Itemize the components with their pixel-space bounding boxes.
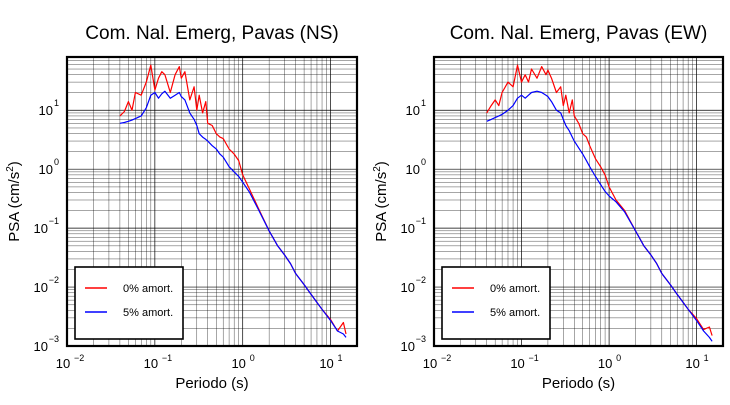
- y-tick-exponent: 1: [421, 98, 426, 108]
- y-axis-label: PSA (cm/s2): [372, 161, 390, 242]
- y-tick-label: 10: [34, 221, 48, 236]
- series-line-blue: [486, 90, 713, 342]
- x-tick-exponent: 0: [616, 353, 621, 363]
- x-tick-exponent: 1: [704, 353, 709, 363]
- y-tick-label: 10: [406, 162, 420, 177]
- legend-label: 5% amort.: [490, 307, 540, 319]
- legend-box: [74, 266, 184, 340]
- y-tick-label: 10: [34, 280, 48, 295]
- y-tick-exponent: 0: [421, 157, 426, 167]
- x-tick-exponent: −2: [74, 353, 84, 363]
- x-tick-exponent: −1: [162, 353, 172, 363]
- x-tick-exponent: 0: [250, 353, 255, 363]
- chart-title: Com. Nal. Emerg, Pavas (EW): [450, 23, 708, 44]
- x-tick-label: 10: [685, 356, 699, 371]
- y-tick-label: 10: [401, 221, 415, 236]
- y-tick-label: 10: [39, 162, 53, 177]
- y-tick-exponent: 0: [54, 157, 59, 167]
- y-tick-label: 10: [34, 339, 48, 354]
- x-tick-label: 10: [56, 356, 70, 371]
- x-tick-label: 10: [423, 356, 437, 371]
- x-tick-exponent: −2: [441, 353, 451, 363]
- legend-label: 0% amort.: [123, 283, 173, 295]
- y-tick-exponent: −3: [416, 334, 426, 344]
- legend-label: 0% amort.: [490, 283, 540, 295]
- x-tick-label: 10: [231, 356, 245, 371]
- plot-frame: [432, 55, 725, 348]
- legend: 0% amort. 5% amort.: [74, 266, 184, 340]
- x-tick-label: 10: [598, 356, 612, 371]
- y-tick-exponent: −1: [49, 216, 59, 226]
- legend-label: 5% amort.: [123, 307, 173, 319]
- y-tick-label: 10: [401, 339, 415, 354]
- y-axis-label: PSA (cm/s2): [5, 161, 23, 242]
- y-tick-exponent: −3: [49, 334, 59, 344]
- chart-title: Com. Nal. Emerg, Pavas (NS): [85, 23, 338, 44]
- x-axis-label: Periodo (s): [542, 375, 615, 392]
- grid: [433, 56, 724, 347]
- legend: 0% amort. 5% amort.: [441, 266, 551, 340]
- y-tick-exponent: −2: [416, 275, 426, 285]
- y-tick-exponent: 1: [54, 98, 59, 108]
- x-tick-label: 10: [319, 356, 333, 371]
- x-tick-label: 10: [144, 356, 158, 371]
- x-tick-exponent: 1: [338, 353, 343, 363]
- y-tick-exponent: −1: [416, 216, 426, 226]
- y-tick-label: 10: [406, 103, 420, 118]
- legend-box: [441, 266, 551, 340]
- x-tick-exponent: −1: [529, 353, 539, 363]
- plot-frame: [65, 55, 359, 348]
- series-line-blue: [119, 90, 347, 338]
- y-tick-label: 10: [401, 280, 415, 295]
- y-tick-label: 10: [39, 103, 53, 118]
- x-tick-label: 10: [510, 356, 524, 371]
- x-axis-label: Periodo (s): [175, 375, 248, 392]
- y-tick-exponent: −2: [49, 275, 59, 285]
